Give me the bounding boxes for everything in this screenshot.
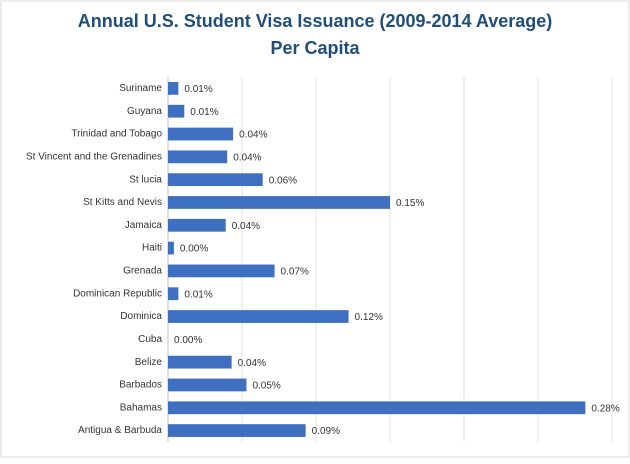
value-label: 0.09% [312,426,340,437]
y-tick-label: Bahamas [120,402,162,413]
bar [168,355,232,369]
value-label: 0.28% [591,403,619,414]
value-label: 0.00% [174,335,202,346]
value-label: 0.00% [180,244,208,255]
value-label: 0.04% [238,358,266,369]
y-tick-label: St Vincent and the Grenadines [26,151,162,162]
value-label: 0.04% [239,130,267,141]
value-label: 0.06% [269,175,297,186]
bar [168,218,226,232]
bar [168,196,390,209]
chart-title: Per Capita [270,38,360,58]
y-tick-label: St Kitts and Nevis [83,197,162,208]
chart-title: Annual U.S. Student Visa Issuance (2009-… [78,11,553,31]
value-label: 0.15% [396,198,424,209]
bar [168,82,179,95]
value-label: 0.05% [252,381,280,392]
y-tick-label: Dominican Republic [73,288,162,299]
bar [168,310,349,323]
value-label: 0.04% [232,221,260,232]
value-label: 0.12% [355,312,383,323]
bar [168,173,263,187]
bar [168,401,586,415]
bar [168,287,179,301]
value-label: 0.04% [233,152,261,163]
y-tick-label: Barbados [119,380,162,391]
y-tick-label: Antigua & Barbuda [78,425,162,436]
y-tick-label: Dominica [120,311,162,322]
bar [168,241,174,255]
y-tick-label: St lucia [129,174,162,185]
value-label: 0.07% [281,267,309,278]
bar [168,127,234,141]
value-label: 0.01% [184,84,212,95]
y-tick-label: Trinidad and Tobago [71,129,162,140]
y-tick-label: Jamaica [125,220,163,231]
y-tick-label: Belize [135,357,163,368]
y-tick-label: Cuba [138,334,162,345]
y-tick-label: Haiti [142,243,162,254]
y-tick-label: Guyana [127,106,162,117]
y-tick-label: Suriname [119,83,162,94]
y-tick-label: Grenada [123,266,162,277]
bar [168,104,185,118]
value-label: 0.01% [190,107,218,118]
bar [168,378,247,392]
bar [168,150,228,164]
value-label: 0.01% [184,289,212,300]
bar [168,264,275,278]
bar [168,424,306,437]
